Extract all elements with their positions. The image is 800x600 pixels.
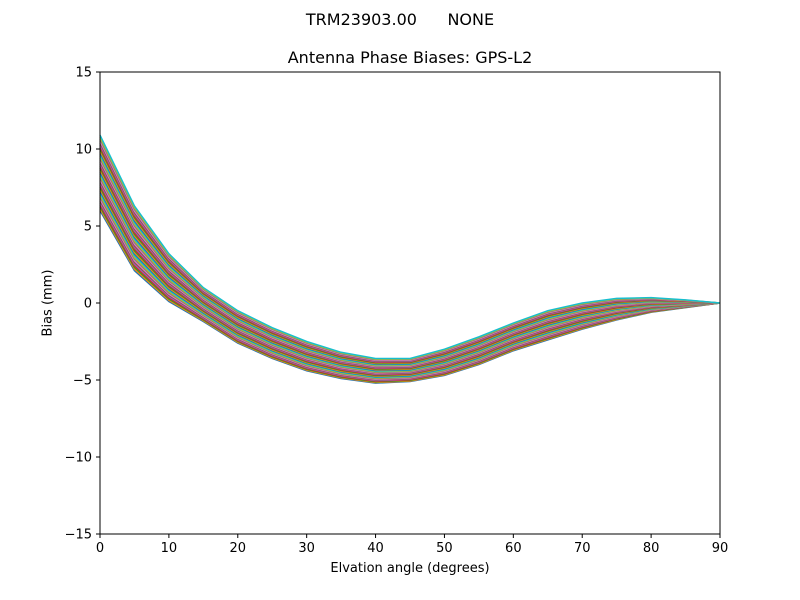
x-tick-label: 0 (96, 541, 104, 556)
x-tick-label: 40 (367, 541, 384, 556)
y-tick-label: −10 (65, 451, 92, 466)
series-line-18 (99, 177, 721, 374)
figure-suptitle: TRM23903.00 NONE (305, 10, 495, 29)
y-tick-label: 15 (75, 66, 92, 81)
y-tick-label: −15 (65, 528, 92, 543)
series-line-20 (99, 173, 721, 372)
y-axis-ticks: −15 −10 −5 0 5 10 15 (65, 66, 100, 543)
series-line-23 (99, 167, 721, 370)
y-tick-label: 0 (84, 297, 92, 312)
series-line-39 (99, 136, 721, 360)
chart-title: Antenna Phase Biases: GPS-L2 (287, 48, 533, 67)
series-line-35 (99, 144, 721, 363)
x-tick-label: 10 (161, 541, 178, 556)
series-line-40 (99, 134, 721, 360)
series-line-26 (99, 161, 721, 369)
y-tick-label: 5 (84, 220, 92, 235)
series-line-30 (99, 154, 721, 366)
series-line-25 (99, 163, 721, 369)
series-line-22 (99, 169, 721, 371)
series-line-28 (99, 158, 721, 367)
x-axis-label: Elvation angle (degrees) (330, 561, 490, 576)
x-tick-label: 20 (230, 541, 247, 556)
series-line-38 (99, 138, 721, 361)
series-layer (99, 134, 721, 384)
x-tick-label: 30 (298, 541, 315, 556)
y-tick-label: −5 (73, 374, 92, 389)
x-tick-label: 90 (712, 541, 729, 556)
series-line-17 (99, 179, 721, 374)
series-line-31 (99, 152, 721, 365)
series-line-19 (99, 175, 721, 373)
x-tick-label: 50 (436, 541, 453, 556)
y-tick-label: 10 (75, 143, 92, 158)
series-line-37 (99, 140, 721, 362)
x-tick-label: 70 (574, 541, 591, 556)
series-line-21 (99, 171, 721, 372)
y-axis-label: Bias (mm) (40, 269, 56, 337)
series-line-24 (99, 165, 721, 370)
x-tick-label: 80 (643, 541, 660, 556)
x-axis-ticks: 0 10 20 30 40 50 60 70 80 90 (96, 534, 728, 556)
x-tick-label: 60 (505, 541, 522, 556)
series-line-29 (99, 156, 721, 367)
series-line-36 (99, 142, 721, 362)
series-line-27 (99, 159, 721, 368)
series-line-32 (99, 150, 721, 365)
series-line-33 (99, 148, 721, 364)
series-line-34 (99, 146, 721, 363)
